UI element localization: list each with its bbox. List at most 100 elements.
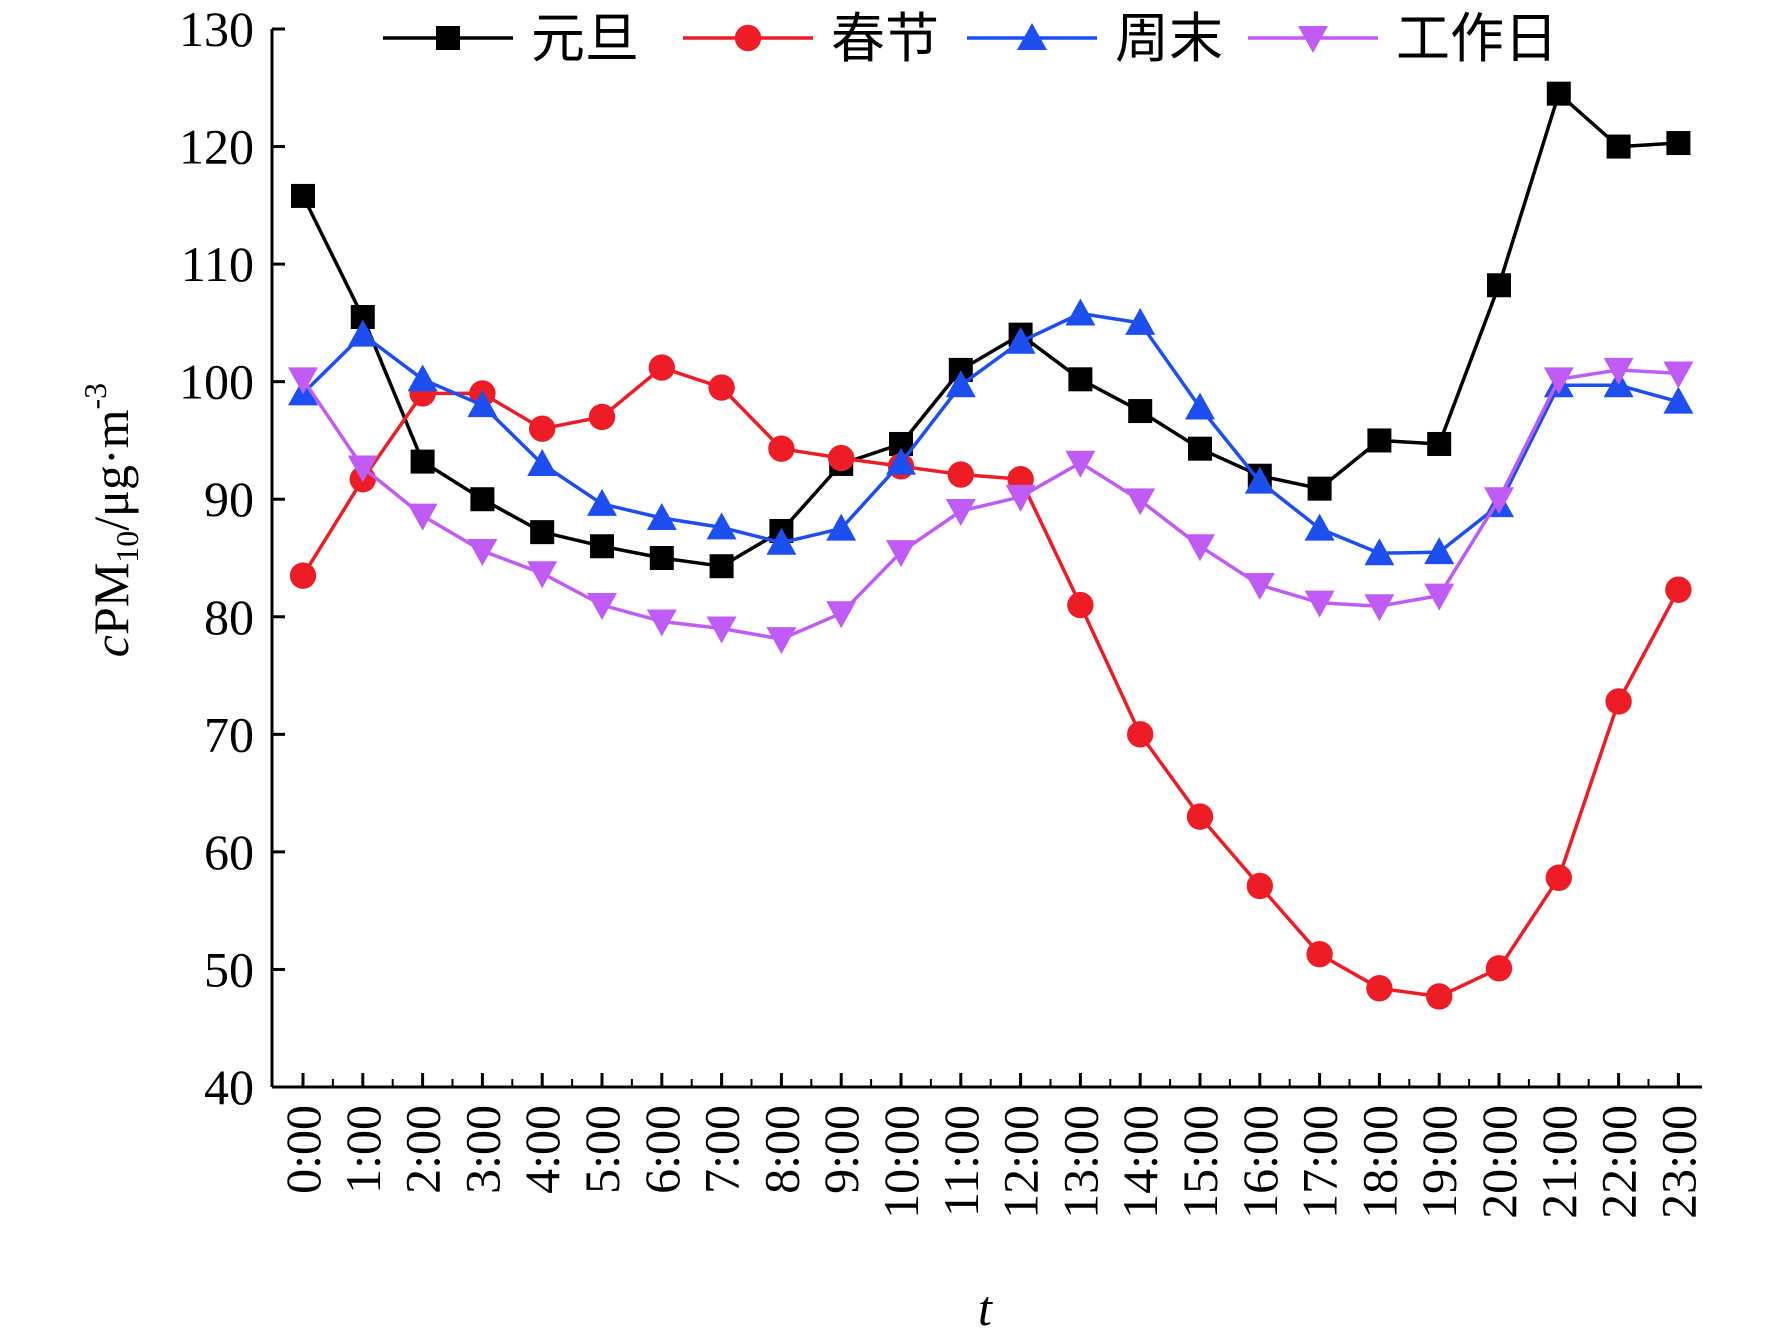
data-point [1364, 538, 1395, 566]
data-point [826, 513, 857, 541]
data-point [1487, 273, 1511, 298]
series-layer [288, 81, 1694, 1010]
data-point [706, 616, 737, 644]
x-tick-label: 18:00 [1351, 1105, 1407, 1219]
data-point [646, 609, 677, 637]
data-point [1605, 688, 1632, 715]
data-point [648, 354, 675, 381]
data-point [1185, 392, 1215, 420]
x-tick-label: 10:00 [873, 1105, 929, 1219]
x-tick-label: 3:00 [454, 1105, 510, 1194]
data-point [347, 319, 378, 347]
x-ticks: 0:00 1:00 2:00 3:00 4:00 5:00 6:00 7:00 8:00 9:00… [275, 1073, 1706, 1219]
y-tick-label: 50 [204, 941, 254, 997]
x-tick-label: 21:00 [1531, 1105, 1587, 1219]
legend-label: 春节 [831, 7, 939, 70]
data-point [529, 415, 556, 442]
data-point [527, 561, 558, 589]
series-line [301, 91, 1679, 568]
data-point [1606, 134, 1631, 159]
legend: 元旦 春节 周末 工作日 [383, 7, 1558, 70]
data-point [1666, 131, 1691, 156]
data-point [646, 503, 677, 531]
x-tick-label: 6:00 [634, 1105, 690, 1194]
data-point [1424, 583, 1455, 611]
data-point [947, 461, 974, 488]
data-point [1005, 326, 1036, 354]
x-tick-label: 23:00 [1650, 1105, 1706, 1219]
y-tick-label: 80 [204, 589, 254, 645]
legend-item: 工作日 [1248, 7, 1558, 70]
x-tick-label: 17:00 [1292, 1105, 1348, 1219]
data-point [1366, 975, 1393, 1002]
data-point [1663, 361, 1694, 389]
x-tick-label: 19:00 [1411, 1105, 1467, 1219]
y-axis-title: cPM10/μg·m-3 [77, 383, 145, 657]
data-point [289, 562, 317, 589]
data-point [1065, 450, 1096, 478]
x-tick-label: 8:00 [753, 1105, 809, 1194]
data-point [649, 546, 674, 570]
data-point [1663, 386, 1694, 414]
x-tick-label: 2:00 [395, 1105, 451, 1194]
legend-item: 元旦 [383, 7, 639, 70]
data-point [1246, 872, 1274, 900]
data-point [467, 390, 498, 418]
data-point [1367, 428, 1392, 453]
data-point [1188, 436, 1212, 461]
data-point [886, 447, 916, 475]
data-point [1067, 591, 1094, 619]
data-point [768, 435, 795, 462]
data-point [470, 487, 495, 512]
y-tick-label: 60 [204, 824, 254, 880]
x-tick-label: 4:00 [514, 1105, 570, 1194]
legend-label: 工作日 [1396, 7, 1558, 70]
data-point [1005, 484, 1036, 512]
x-tick-label: 1:00 [335, 1105, 391, 1194]
legend-marker [436, 26, 460, 50]
axes [270, 29, 1702, 1089]
data-point [1485, 955, 1513, 982]
x-tick-label: 16:00 [1232, 1105, 1288, 1219]
data-point [587, 593, 617, 621]
data-point [1426, 983, 1453, 1010]
legend-marker [734, 24, 762, 52]
data-point [1068, 367, 1093, 392]
data-point [828, 444, 855, 472]
x-tick-label: 13:00 [1052, 1105, 1108, 1219]
data-point [530, 520, 555, 545]
data-point [1186, 803, 1214, 830]
y-tick-label: 40 [204, 1059, 254, 1115]
data-point [1543, 367, 1574, 395]
x-tick-label: 20:00 [1471, 1105, 1527, 1219]
data-point [587, 488, 617, 516]
data-point [886, 540, 916, 568]
data-point [706, 512, 737, 540]
data-point [1128, 399, 1153, 424]
data-point [826, 601, 857, 629]
x-tick-label: 5:00 [574, 1105, 630, 1194]
series-3 [288, 357, 1694, 655]
data-point [1665, 576, 1692, 603]
data-point [288, 367, 318, 395]
data-point [1307, 476, 1332, 501]
data-point [709, 554, 734, 579]
data-point [410, 449, 435, 474]
y-tick-label: 110 [181, 236, 254, 292]
data-point [1306, 940, 1333, 968]
data-point [945, 370, 976, 398]
legend-marker [1298, 26, 1328, 53]
legend-item: 周末 [967, 7, 1223, 70]
legend-item: 春节 [683, 7, 939, 70]
data-point [1603, 357, 1634, 385]
data-point [1125, 307, 1156, 335]
data-point [766, 527, 797, 555]
data-point [708, 374, 735, 401]
x-tick-label: 15:00 [1172, 1105, 1228, 1219]
data-point [1304, 590, 1335, 618]
data-point [1545, 864, 1573, 891]
data-point [407, 364, 438, 392]
data-point [291, 183, 315, 208]
data-point [1304, 513, 1335, 541]
